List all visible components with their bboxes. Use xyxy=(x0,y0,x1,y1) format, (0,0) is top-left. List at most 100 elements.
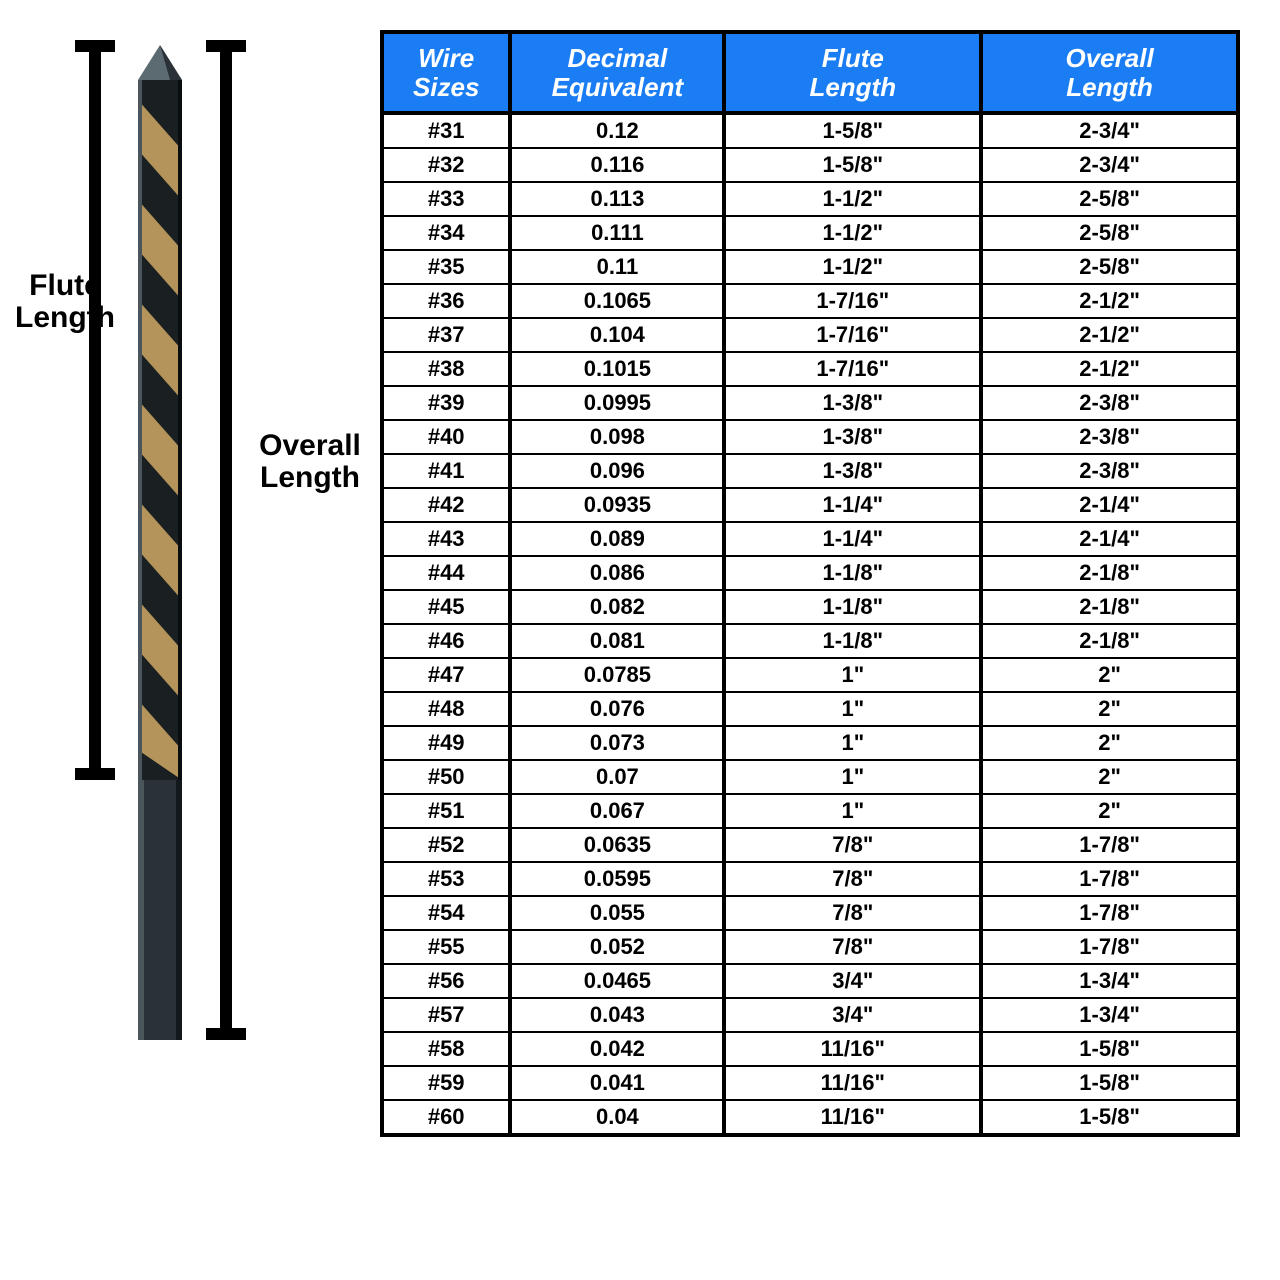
cell-flute: 1-1/2" xyxy=(724,216,981,250)
cell-overall: 2-1/4" xyxy=(981,522,1238,556)
cell-flute: 1-3/8" xyxy=(724,386,981,420)
cell-decimal: 0.073 xyxy=(510,726,724,760)
cell-wire: #34 xyxy=(382,216,510,250)
cell-flute: 11/16" xyxy=(724,1032,981,1066)
cell-wire: #55 xyxy=(382,930,510,964)
table-row: #420.09351-1/4"2-1/4" xyxy=(382,488,1238,522)
cell-wire: #44 xyxy=(382,556,510,590)
cell-overall: 1-3/4" xyxy=(981,964,1238,998)
table-row: #360.10651-7/16"2-1/2" xyxy=(382,284,1238,318)
drill-diagram: Flute Length Overall Length xyxy=(20,30,360,1180)
cell-wire: #58 xyxy=(382,1032,510,1066)
cell-wire: #50 xyxy=(382,760,510,794)
table-row: #330.1131-1/2"2-5/8" xyxy=(382,182,1238,216)
cell-overall: 2-5/8" xyxy=(981,250,1238,284)
cell-overall: 1-7/8" xyxy=(981,828,1238,862)
cell-wire: #31 xyxy=(382,113,510,148)
table-body: #310.121-5/8"2-3/4"#320.1161-5/8"2-3/4"#… xyxy=(382,113,1238,1135)
cell-flute: 1" xyxy=(724,760,981,794)
cell-flute: 1-7/16" xyxy=(724,284,981,318)
cell-overall: 1-5/8" xyxy=(981,1066,1238,1100)
cell-overall: 2-3/4" xyxy=(981,113,1238,148)
table-row: #580.04211/16"1-5/8" xyxy=(382,1032,1238,1066)
cell-flute: 1-1/4" xyxy=(724,522,981,556)
cell-decimal: 0.076 xyxy=(510,692,724,726)
cell-flute: 1-1/2" xyxy=(724,182,981,216)
cell-flute: 7/8" xyxy=(724,930,981,964)
cell-wire: #57 xyxy=(382,998,510,1032)
cell-wire: #33 xyxy=(382,182,510,216)
cell-flute: 1-3/8" xyxy=(724,420,981,454)
cell-overall: 2-1/2" xyxy=(981,318,1238,352)
cell-flute: 7/8" xyxy=(724,896,981,930)
drill-bit-icon xyxy=(130,40,190,1040)
table-row: #460.0811-1/8"2-1/8" xyxy=(382,624,1238,658)
cell-decimal: 0.0935 xyxy=(510,488,724,522)
cell-wire: #35 xyxy=(382,250,510,284)
cell-decimal: 0.082 xyxy=(510,590,724,624)
cell-overall: 2-1/8" xyxy=(981,624,1238,658)
header-flute-length: FluteLength xyxy=(724,32,981,113)
cell-decimal: 0.0595 xyxy=(510,862,724,896)
cell-flute: 1-3/8" xyxy=(724,454,981,488)
table-row: #500.071"2" xyxy=(382,760,1238,794)
cell-decimal: 0.04 xyxy=(510,1100,724,1135)
cell-wire: #56 xyxy=(382,964,510,998)
table-row: #320.1161-5/8"2-3/4" xyxy=(382,148,1238,182)
table-row: #440.0861-1/8"2-1/8" xyxy=(382,556,1238,590)
cell-flute: 1-7/16" xyxy=(724,318,981,352)
size-table-container: WireSizes DecimalEquivalent FluteLength … xyxy=(360,30,1240,1180)
cell-flute: 1" xyxy=(724,658,981,692)
flute-length-label-line2: Length xyxy=(15,301,115,334)
table-row: #600.0411/16"1-5/8" xyxy=(382,1100,1238,1135)
overall-length-label: Overall Length xyxy=(245,430,375,493)
table-row: #540.0557/8"1-7/8" xyxy=(382,896,1238,930)
table-row: #480.0761"2" xyxy=(382,692,1238,726)
cell-decimal: 0.081 xyxy=(510,624,724,658)
cell-decimal: 0.043 xyxy=(510,998,724,1032)
cell-wire: #42 xyxy=(382,488,510,522)
cell-wire: #36 xyxy=(382,284,510,318)
cell-decimal: 0.041 xyxy=(510,1066,724,1100)
table-row: #450.0821-1/8"2-1/8" xyxy=(382,590,1238,624)
cell-overall: 2-1/4" xyxy=(981,488,1238,522)
overall-length-label-line1: Overall xyxy=(259,429,361,462)
cell-flute: 1" xyxy=(724,692,981,726)
cell-decimal: 0.086 xyxy=(510,556,724,590)
cell-overall: 2" xyxy=(981,726,1238,760)
cell-flute: 1" xyxy=(724,794,981,828)
cell-decimal: 0.089 xyxy=(510,522,724,556)
cell-overall: 2" xyxy=(981,760,1238,794)
cell-decimal: 0.07 xyxy=(510,760,724,794)
flute-length-label: Flute Length xyxy=(0,270,130,333)
cell-decimal: 0.0465 xyxy=(510,964,724,998)
cell-decimal: 0.0785 xyxy=(510,658,724,692)
cell-flute: 3/4" xyxy=(724,964,981,998)
cell-decimal: 0.1065 xyxy=(510,284,724,318)
cell-wire: #53 xyxy=(382,862,510,896)
cell-wire: #41 xyxy=(382,454,510,488)
cell-wire: #43 xyxy=(382,522,510,556)
cell-flute: 1-1/8" xyxy=(724,590,981,624)
overall-length-bracket xyxy=(206,40,246,1040)
cell-flute: 1-7/16" xyxy=(724,352,981,386)
cell-overall: 2-3/4" xyxy=(981,148,1238,182)
cell-overall: 1-5/8" xyxy=(981,1100,1238,1135)
cell-overall: 2" xyxy=(981,658,1238,692)
cell-wire: #39 xyxy=(382,386,510,420)
header-overall-length: OverallLength xyxy=(981,32,1238,113)
cell-flute: 1-1/4" xyxy=(724,488,981,522)
cell-flute: 1-1/8" xyxy=(724,556,981,590)
cell-decimal: 0.055 xyxy=(510,896,724,930)
cell-flute: 3/4" xyxy=(724,998,981,1032)
table-row: #390.09951-3/8"2-3/8" xyxy=(382,386,1238,420)
cell-decimal: 0.096 xyxy=(510,454,724,488)
cell-overall: 2-1/8" xyxy=(981,590,1238,624)
cell-overall: 1-7/8" xyxy=(981,862,1238,896)
table-row: #340.1111-1/2"2-5/8" xyxy=(382,216,1238,250)
cell-wire: #52 xyxy=(382,828,510,862)
table-row: #530.05957/8"1-7/8" xyxy=(382,862,1238,896)
cell-wire: #54 xyxy=(382,896,510,930)
cell-overall: 1-3/4" xyxy=(981,998,1238,1032)
cell-decimal: 0.098 xyxy=(510,420,724,454)
